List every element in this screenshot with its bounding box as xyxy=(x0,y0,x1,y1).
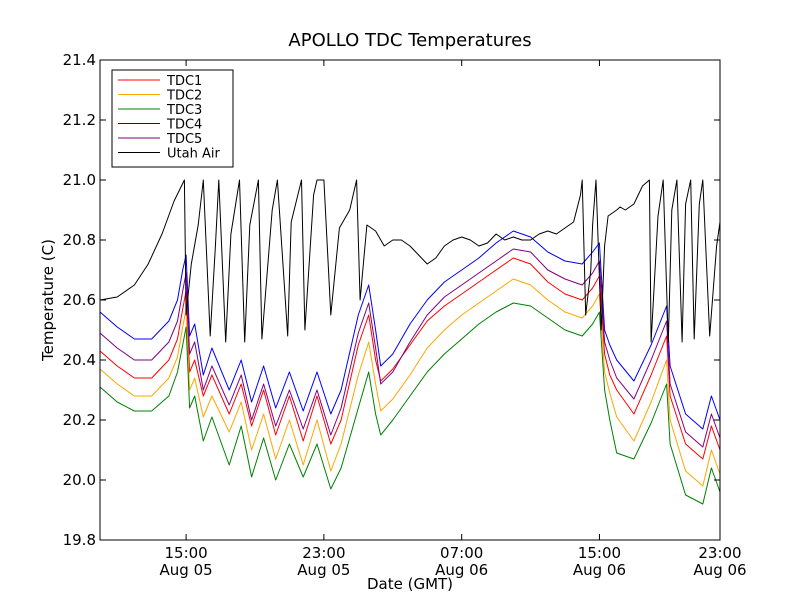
y-tick-label: 20.6 xyxy=(63,291,96,309)
x-tick-label-time: 07:00 xyxy=(440,544,483,562)
series-line-utah-air xyxy=(99,179,721,343)
legend-label-tdc5: TDC5 xyxy=(166,132,202,147)
y-tick-label: 21.2 xyxy=(63,111,96,129)
y-tick-label: 20.8 xyxy=(63,231,96,249)
chart-title: APOLLO TDC Temperatures xyxy=(288,30,531,51)
legend-label-utah-air: Utah Air xyxy=(167,147,220,162)
y-tick-label: 21.4 xyxy=(63,51,96,69)
legend-label-tdc4: TDC4 xyxy=(166,118,202,133)
legend-label-tdc2: TDC2 xyxy=(166,89,202,104)
series-line-tdc2 xyxy=(99,278,721,487)
x-axis-label: Date (GMT) xyxy=(367,575,453,593)
series-line-tdc5 xyxy=(99,248,721,448)
x-tick-label-date: Aug 06 xyxy=(435,561,488,579)
legend-frame xyxy=(111,69,234,168)
x-tick-label-date: Aug 05 xyxy=(297,561,350,579)
series-line-tdc4 xyxy=(99,230,721,430)
series-line-tdc3 xyxy=(99,302,721,505)
y-tick-label: 20.0 xyxy=(63,471,96,489)
x-tick-label-time: 15:00 xyxy=(164,544,207,562)
y-tick-label: 20.4 xyxy=(63,351,96,369)
legend-label-tdc1: TDC1 xyxy=(166,74,202,89)
x-tick-label-date: Aug 06 xyxy=(573,561,626,579)
x-tick-label-time: 23:00 xyxy=(698,544,741,562)
x-tick-label-date: Aug 05 xyxy=(160,561,213,579)
x-tick-label-date: Aug 06 xyxy=(693,561,746,579)
legend-label-tdc3: TDC3 xyxy=(166,103,202,118)
x-tick-label-time: 23:00 xyxy=(302,544,345,562)
y-tick-label: 20.2 xyxy=(63,411,96,429)
y-tick-label: 19.8 xyxy=(63,531,96,549)
y-tick-label: 21.0 xyxy=(63,171,96,189)
x-tick-label-time: 15:00 xyxy=(578,544,621,562)
series-layer xyxy=(99,179,721,505)
y-axis-label: Temperature (C) xyxy=(39,239,57,362)
axis-layer: 19.8 20.0 20.2 20.4 20.6 20.8 21.0 21.2 21.4 15:0… xyxy=(63,51,747,579)
